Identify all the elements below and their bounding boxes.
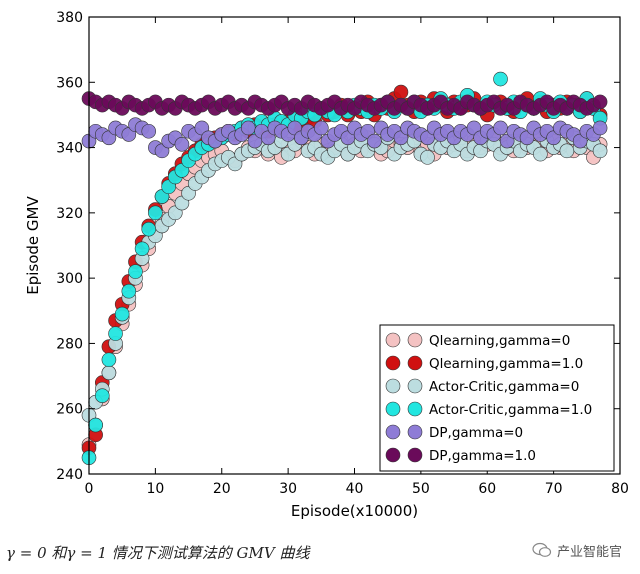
data-point <box>493 120 508 136</box>
data-point <box>141 123 157 139</box>
y-tick-label: 260 <box>56 402 83 418</box>
x-tick-label: 60 <box>478 481 496 497</box>
x-tick-label: 70 <box>545 481 563 497</box>
legend-label: Actor-Critic,gamma=1.0 <box>429 402 592 418</box>
x-axis-ticks: 0 10 20 30 40 50 60 70 80 <box>85 17 629 497</box>
data-point <box>114 306 130 322</box>
data-point <box>493 71 508 87</box>
x-tick-label: 10 <box>146 481 164 497</box>
x-tick-label: 30 <box>279 481 297 497</box>
x-tick-label: 0 <box>85 481 94 497</box>
x-tick-label: 80 <box>611 481 629 497</box>
legend-label: Actor-Critic,gamma=0 <box>429 379 579 395</box>
legend-label: Qlearning,gamma=1.0 <box>429 356 583 372</box>
data-point <box>314 120 329 136</box>
data-point <box>148 205 163 221</box>
legend: Qlearning,gamma=0 Qlearning,gamma=1.0 Acto… <box>379 324 615 472</box>
y-tick-label: 280 <box>56 336 83 352</box>
legend-marker <box>385 424 401 440</box>
y-tick-label: 240 <box>56 467 83 483</box>
y-axis-ticks: 240 260 280 300 320 340 360 380 <box>56 10 620 483</box>
y-tick-label: 320 <box>56 206 83 222</box>
legend-label: Qlearning,gamma=0 <box>429 333 570 349</box>
data-point <box>128 264 143 279</box>
legend-marker <box>385 332 401 348</box>
series-4 <box>81 117 608 159</box>
y-tick-label: 380 <box>56 10 83 26</box>
data-point <box>592 120 608 136</box>
data-point <box>101 365 117 381</box>
data-point <box>367 133 382 149</box>
legend-marker <box>385 355 401 371</box>
watermark-text: 产业智能官 <box>556 544 622 560</box>
data-point <box>533 146 548 162</box>
data-point <box>101 352 117 368</box>
data-point <box>592 94 608 110</box>
data-point <box>174 137 190 152</box>
legend-label: DP,gamma=0 <box>429 425 523 441</box>
y-tick-label: 360 <box>56 75 83 91</box>
data-point <box>94 388 110 403</box>
y-tick-label: 340 <box>56 141 83 157</box>
wechat-icon <box>532 542 552 557</box>
data-point <box>141 221 157 237</box>
x-tick-label: 40 <box>346 481 364 497</box>
legend-marker <box>407 401 423 417</box>
data-point <box>88 417 103 433</box>
data-point <box>108 326 123 341</box>
figure-caption: γ = 0 和γ = 1 情况下测试算法的 GMV 曲线 <box>6 544 310 562</box>
legend-label: DP,gamma=1.0 <box>429 448 536 464</box>
data-point <box>420 150 435 165</box>
legend-marker <box>407 355 423 371</box>
data-point <box>559 143 575 159</box>
series-5 <box>81 91 608 116</box>
x-axis-label: Episode(x10000) <box>291 502 418 520</box>
x-tick-label: 20 <box>213 481 231 497</box>
legend-marker <box>407 447 423 463</box>
legend-marker <box>407 424 423 440</box>
data-point <box>121 283 137 299</box>
legend-marker <box>407 332 423 348</box>
y-axis-label: Episode GMV <box>24 196 42 295</box>
legend-marker <box>385 378 401 394</box>
y-tick-label: 300 <box>56 271 83 287</box>
legend-box <box>379 324 615 472</box>
legend-marker <box>407 378 423 394</box>
plot-area <box>81 71 608 465</box>
x-tick-label: 50 <box>412 481 430 497</box>
data-point <box>393 84 409 100</box>
legend-marker <box>385 447 401 463</box>
data-point <box>592 143 608 159</box>
legend-marker <box>385 401 401 417</box>
data-point <box>241 120 256 136</box>
watermark: 产业智能官 <box>532 538 622 562</box>
data-point <box>134 241 150 257</box>
